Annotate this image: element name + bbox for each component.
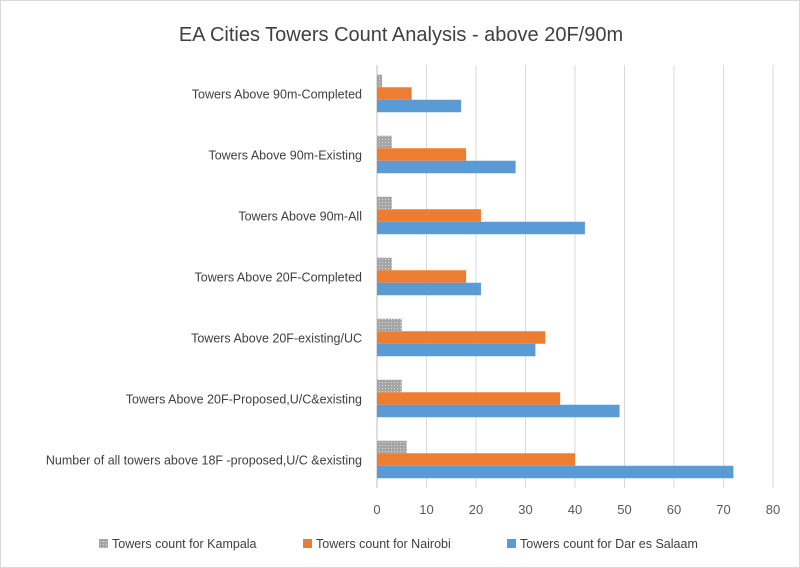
bar-dar-es-salaam xyxy=(377,99,462,113)
bar-nairobi xyxy=(377,87,412,100)
x-tick-label: 20 xyxy=(469,502,483,517)
legend-swatch-nairobi xyxy=(303,539,312,548)
bar-nairobi xyxy=(377,270,467,283)
bar-nairobi xyxy=(377,453,575,466)
bar-kampala xyxy=(377,440,407,454)
category-label: Towers Above 90m-All xyxy=(238,210,362,224)
bar-kampala xyxy=(377,318,402,332)
legend-swatch-dar-es-salaam xyxy=(507,539,516,548)
bar-dar-es-salaam xyxy=(377,160,516,174)
x-tick-label: 40 xyxy=(568,502,582,517)
bar-nairobi xyxy=(377,209,481,222)
x-tick-label: 70 xyxy=(716,502,730,517)
chart-title: EA Cities Towers Count Analysis - above … xyxy=(179,24,623,46)
category-label: Towers Above 20F-Completed xyxy=(195,271,362,285)
bar-kampala xyxy=(377,379,402,393)
bar-nairobi xyxy=(377,331,546,344)
bar-kampala xyxy=(377,135,392,149)
bar-dar-es-salaam xyxy=(377,465,734,479)
bar-nairobi xyxy=(377,148,467,161)
legend-label-nairobi: Towers count for Nairobi xyxy=(316,537,451,551)
legend-swatch-kampala xyxy=(99,539,108,548)
legend: Towers count for Kampala Towers count for… xyxy=(99,537,698,551)
legend-label-kampala: Towers count for Kampala xyxy=(112,537,257,551)
bar-kampala xyxy=(377,74,382,88)
category-label: Towers Above 20F-existing/UC xyxy=(191,332,362,346)
bar-dar-es-salaam xyxy=(377,343,536,357)
bar-kampala xyxy=(377,257,392,271)
gridlines xyxy=(376,65,774,488)
x-axis-ticks: 0 10 20 30 40 50 60 70 80 xyxy=(373,502,780,517)
x-tick-label: 80 xyxy=(766,502,780,517)
category-label: Towers Above 90m-Existing xyxy=(208,149,362,163)
category-label: Towers Above 90m-Completed xyxy=(192,88,362,102)
bars xyxy=(377,74,734,479)
bar-nairobi xyxy=(377,392,561,405)
legend-label-dar-es-salaam: Towers count for Dar es Salaam xyxy=(520,537,698,551)
category-label: Number of all towers above 18F -proposed… xyxy=(46,454,362,468)
bar-dar-es-salaam xyxy=(377,282,481,296)
y-axis-labels: Towers Above 90m-Completed Towers Above 9… xyxy=(46,88,362,468)
x-tick-label: 30 xyxy=(518,502,532,517)
x-tick-label: 10 xyxy=(419,502,433,517)
x-tick-label: 0 xyxy=(373,502,380,517)
x-tick-label: 50 xyxy=(617,502,631,517)
bar-dar-es-salaam xyxy=(377,404,620,418)
x-tick-label: 60 xyxy=(667,502,681,517)
category-label: Towers Above 20F-Proposed,U/C&existing xyxy=(126,393,362,407)
bar-kampala xyxy=(377,196,392,210)
bar-dar-es-salaam xyxy=(377,221,585,235)
